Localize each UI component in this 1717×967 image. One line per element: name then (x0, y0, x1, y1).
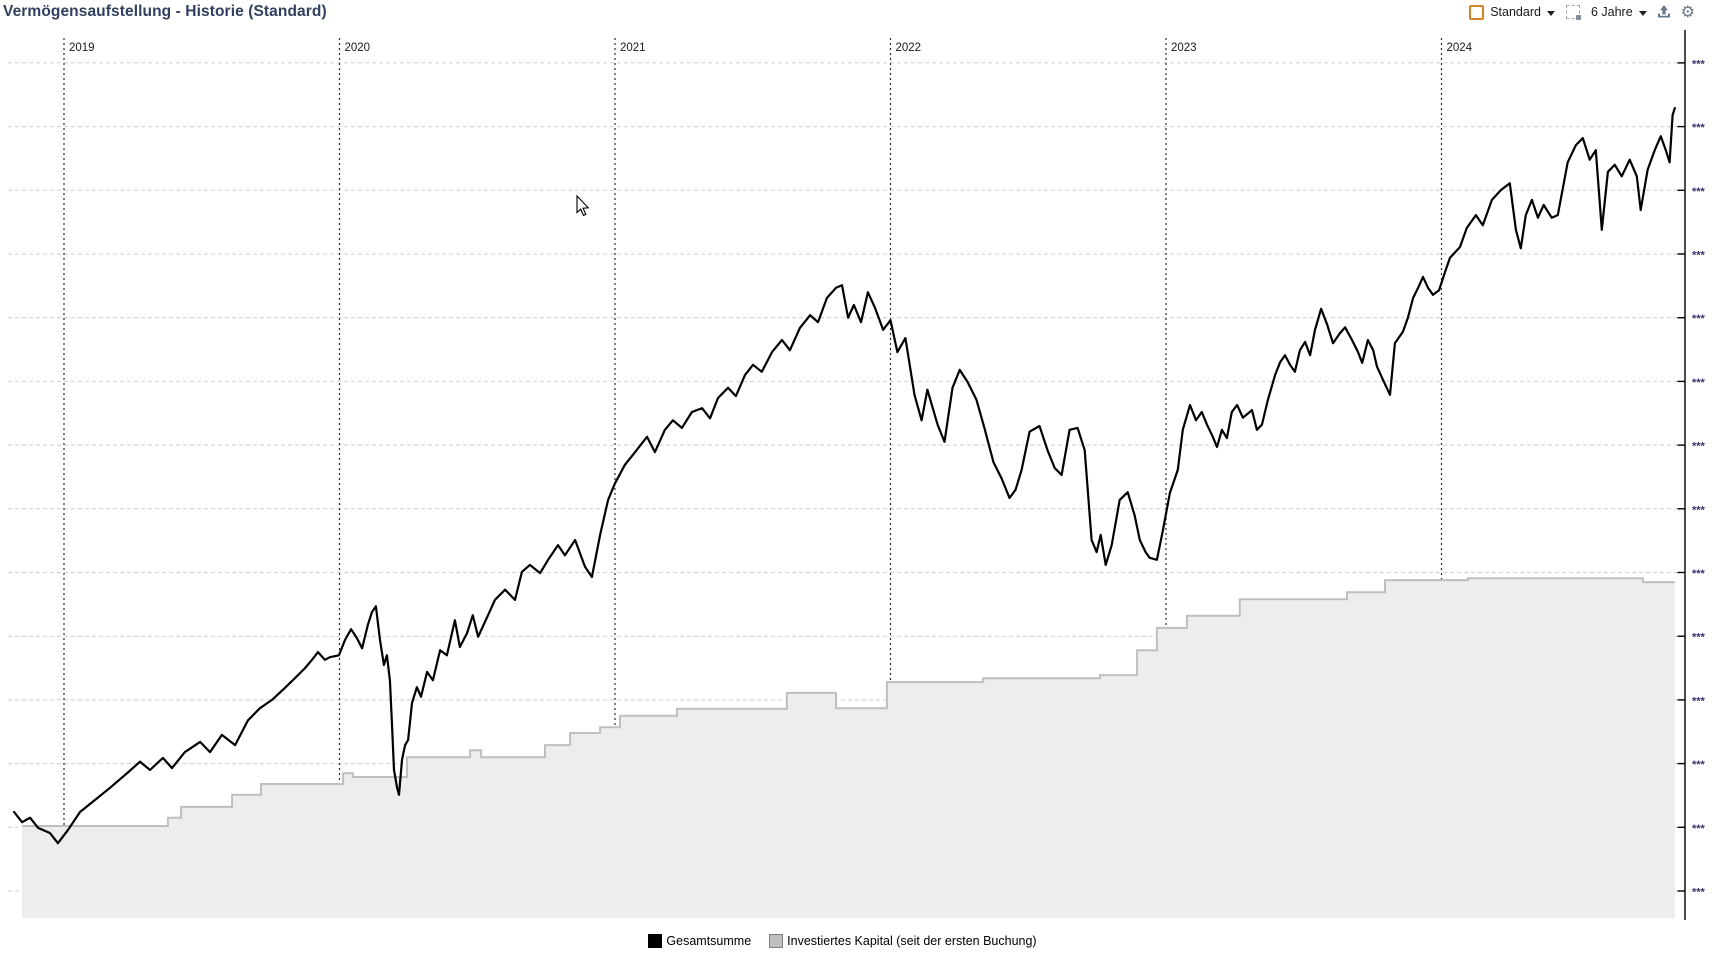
black-swatch-icon (648, 934, 663, 948)
y-axis-masked-label: *** (1692, 377, 1706, 389)
y-axis-masked-label: *** (1692, 504, 1706, 516)
invested-capital-area (22, 578, 1675, 918)
export-icon[interactable] (1656, 4, 1672, 20)
view-selector-label: Standard (1490, 5, 1541, 19)
dashed-square-icon[interactable] (1565, 5, 1581, 20)
legend-label: Investiertes Kapital (seit der ersten Bu… (787, 934, 1037, 948)
page-title: Vermögensaufstellung - Historie (Standar… (3, 3, 327, 20)
y-axis-masked-label: *** (1692, 759, 1706, 771)
chevron-down-icon (1546, 10, 1555, 16)
year-label: 2021 (620, 42, 646, 54)
view-selector-button[interactable]: Standard (1469, 4, 1555, 20)
period-selector-label: 6 Jahre (1590, 5, 1633, 19)
total-value-line (13, 106, 1676, 845)
chart-legend: Gesamtsumme Investiertes Kapital (seit d… (0, 934, 1685, 948)
y-axis-masked-label: *** (1692, 568, 1706, 580)
mouse-cursor (576, 194, 590, 217)
chart-toolbar: Standard 6 Jahre ⚙ (1469, 4, 1695, 20)
y-axis-masked-label: *** (1692, 632, 1706, 644)
legend-item-investiertes-kapital[interactable]: Investiertes Kapital (seit der ersten Bu… (769, 934, 1037, 948)
period-selector-button[interactable]: 6 Jahre (1591, 5, 1647, 19)
year-label: 2022 (896, 42, 922, 54)
y-axis-masked-label: *** (1692, 823, 1706, 835)
chevron-down-icon (1638, 10, 1647, 16)
y-axis-masked-label: *** (1692, 122, 1706, 134)
y-axis-masked-label: *** (1692, 58, 1706, 70)
y-axis-masked-label: *** (1692, 250, 1706, 262)
year-label: 2023 (1171, 42, 1197, 54)
y-axis-masked-label: *** (1692, 313, 1706, 325)
year-label: 2019 (69, 42, 95, 54)
legend-label: Gesamtsumme (666, 934, 752, 948)
dashed-square-dot (1575, 15, 1581, 20)
y-axis-masked-label: *** (1692, 441, 1706, 453)
invested-capital-line (22, 577, 1675, 827)
y-axis-masked-label: *** (1692, 887, 1706, 899)
gray-swatch-icon (769, 934, 784, 948)
report-header: Vermögensaufstellung - Historie (Standar… (0, 0, 1717, 28)
y-axis-masked-label: *** (1692, 695, 1706, 707)
gear-icon[interactable]: ⚙ (1680, 2, 1695, 21)
orange-swatch-icon (1469, 4, 1485, 20)
y-axis-masked-label: *** (1692, 186, 1706, 198)
legend-item-gesamtsumme[interactable]: Gesamtsumme (648, 934, 751, 948)
year-label: 2020 (345, 42, 371, 54)
year-label: 2024 (1447, 42, 1473, 54)
